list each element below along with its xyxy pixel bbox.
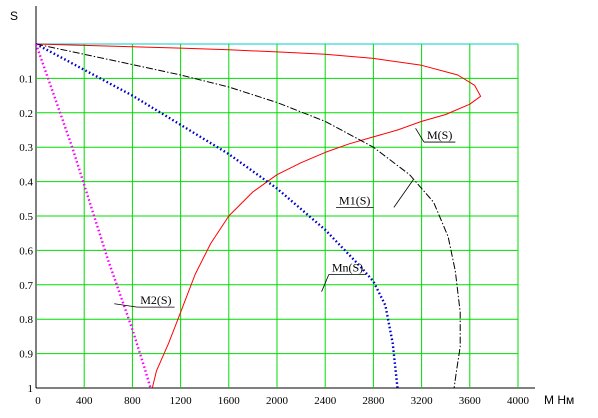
label-leader: [393, 179, 414, 208]
x-tick-label: 4000: [507, 395, 530, 407]
series-label: M1(S): [339, 193, 370, 207]
series-label: M(S): [427, 128, 452, 142]
series-label: Mn(S): [332, 260, 363, 274]
y-tick-label: 0.6: [19, 245, 33, 257]
y-tick-label: 0.4: [19, 177, 33, 189]
y-tick-label: 0.1: [19, 73, 33, 85]
y-tick-label: 1: [28, 383, 34, 395]
series-line: [34, 43, 152, 389]
series-label: M2(S): [140, 293, 171, 307]
x-tick-label: 2800: [362, 395, 385, 407]
x-tick-label: 3600: [459, 395, 482, 407]
x-axis-label: M Нм: [544, 393, 574, 407]
y-tick-label: 0.5: [19, 211, 33, 223]
x-tick-label: 800: [124, 395, 141, 407]
x-tick-label: 2000: [266, 395, 289, 407]
series-line: [35, 43, 482, 389]
tick-labels: 0 400 800 1200 1600 2000 2400 2800 3200 3600 4000 0…: [19, 73, 529, 407]
y-axis-label: S: [10, 9, 18, 23]
x-tick-label: 1200: [170, 395, 193, 407]
label-leader: [321, 274, 330, 292]
y-tick-label: 0.9: [19, 349, 33, 361]
label-leader: [415, 128, 425, 143]
grid: [35, 6, 535, 389]
x-tick-label: 400: [76, 395, 93, 407]
y-tick-label: 0.8: [19, 314, 33, 326]
series-lines: [34, 42, 482, 389]
series-labels: M(S) M1(S) Mn(S) M2(S): [114, 128, 456, 308]
y-tick-label: 0.2: [19, 108, 33, 120]
y-tick-label: 0.7: [19, 280, 33, 292]
series-line: [35, 42, 399, 389]
x-tick-label: 0: [35, 395, 41, 407]
y-tick-label: 0.3: [19, 142, 33, 154]
label-leader: [114, 303, 138, 308]
x-tick-label: 3200: [411, 395, 434, 407]
x-tick-label: 2400: [314, 395, 337, 407]
series-line: [35, 43, 461, 389]
x-tick-label: 1600: [218, 395, 241, 407]
